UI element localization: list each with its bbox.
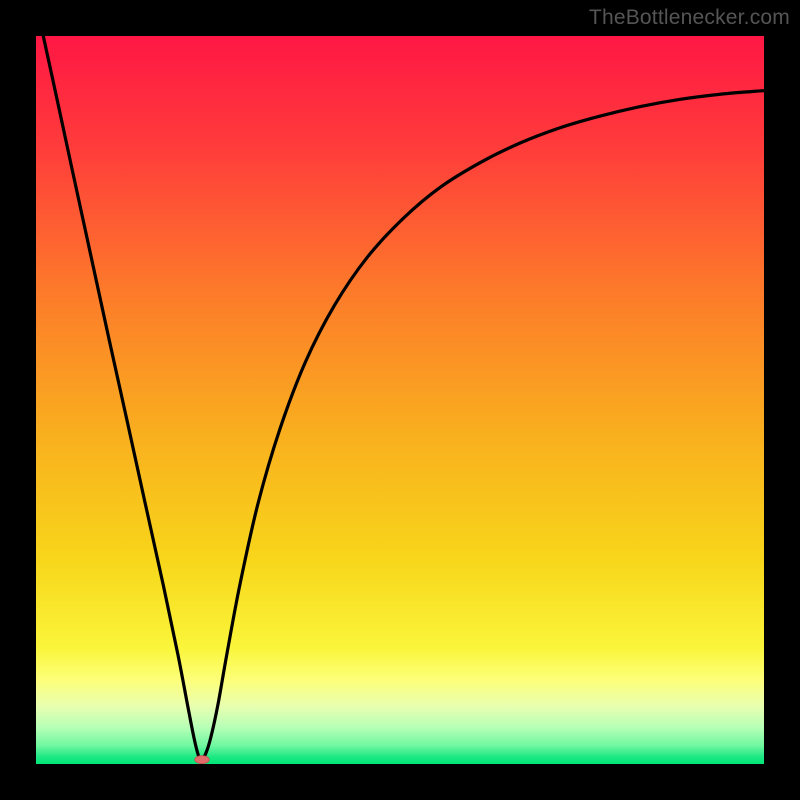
vertex-marker [195,756,210,764]
chart-svg [36,36,764,764]
plot-area [36,36,764,764]
watermark-text: TheBottlenecker.com [589,6,790,30]
chart-frame: TheBottlenecker.com [0,0,800,800]
gradient-background [36,36,764,764]
